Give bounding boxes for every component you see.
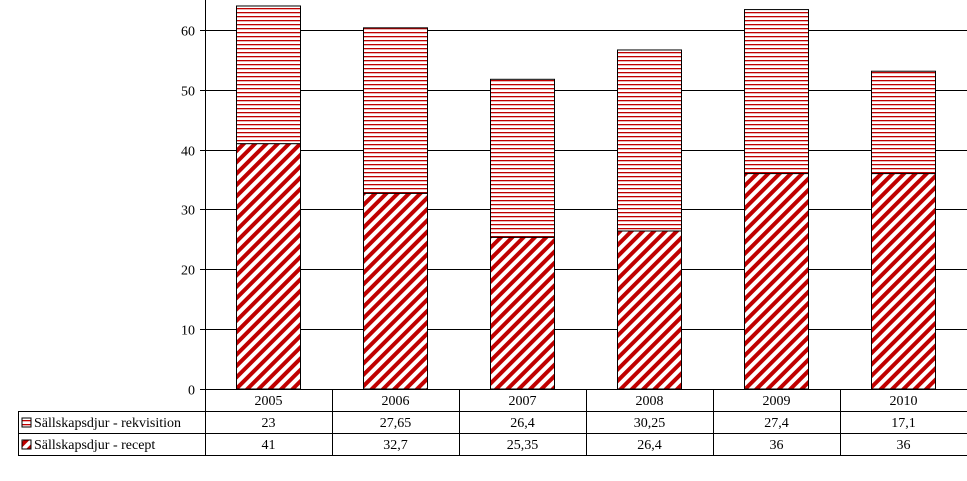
bar-segment [744,173,809,390]
y-axis: 0 10 20 30 40 50 60 [181,0,206,399]
y-tick-label: 50 [181,85,195,100]
legend-swatch [21,417,32,428]
x-tick-label: 2007 [509,394,537,409]
bar-segment [236,143,301,390]
bar-segment [744,9,809,175]
data-label: 17,1 [891,416,916,431]
x-tick-label: 2005 [255,394,283,409]
x-tick-label: 2008 [636,394,664,409]
x-tick-label: 2010 [890,394,918,409]
x-tick-label: 2009 [763,394,791,409]
bar-segment [490,78,555,238]
bar-segment [871,173,936,390]
gridlines [205,30,967,330]
data-label: 36 [770,438,784,453]
data-label: 32,7 [383,438,408,453]
y-tick-label: 40 [181,145,195,160]
bar-segment [363,192,428,390]
bar-segment [617,230,682,390]
y-tick-label: 10 [181,324,195,339]
y-tick-label: 30 [181,204,195,219]
bars [236,5,936,390]
data-label: 23 [262,416,276,431]
data-label: 41 [262,438,276,453]
legend-swatch [21,439,32,450]
x-tick-label: 2006 [382,394,410,409]
data-label: 26,4 [510,416,535,431]
data-label: 36 [897,438,911,453]
bar-segment [871,70,936,175]
data-table: 2005 2006 2007 2008 2009 2010 Sällskapsdjur - … [18,389,967,456]
data-label: 27,65 [380,416,412,431]
data-label: 25,35 [507,438,539,453]
bar-segment [363,27,428,194]
y-tick-label: 20 [181,264,195,279]
data-label: 27,4 [764,416,789,431]
y-tick-label: 60 [181,25,195,40]
series-label: Sällskapsdjur - recept [34,438,155,453]
bar-segment [490,236,555,390]
series-label: Sällskapsdjur - rekvisition [34,416,181,431]
bar-segment [236,5,301,145]
y-tick-label: 0 [188,384,195,399]
data-label: 26,4 [637,438,662,453]
bar-segment [617,49,682,232]
data-label: 30,25 [634,416,666,431]
